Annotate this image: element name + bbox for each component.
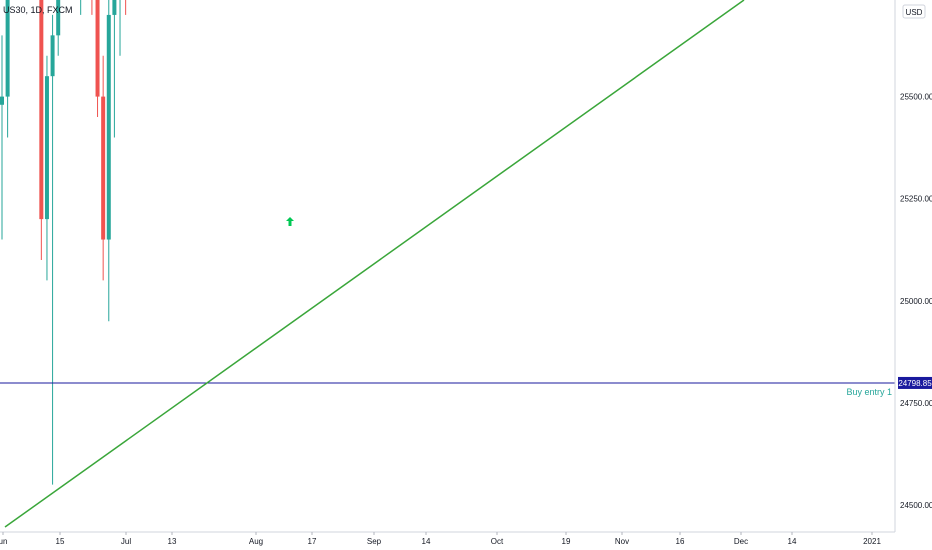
time-tick-label: 14 bbox=[788, 537, 797, 546]
price-tick-label: 25250.00 bbox=[900, 195, 932, 204]
candle bbox=[80, 0, 82, 15]
candle bbox=[106, 0, 111, 322]
time-tick-label: Nov bbox=[615, 537, 629, 546]
candle-body bbox=[56, 0, 61, 36]
time-tick-label: 2021 bbox=[863, 537, 881, 546]
time-tick-label: 16 bbox=[676, 537, 685, 546]
price-tags: 27557.9527392.8415:56:1526396.1524798.85 bbox=[898, 376, 932, 389]
candle bbox=[91, 0, 93, 15]
drawn-lines[interactable] bbox=[0, 0, 895, 528]
candle bbox=[95, 0, 100, 118]
candles bbox=[0, 0, 127, 485]
time-tick-label: 15 bbox=[56, 537, 65, 546]
price-axis-ticks: 24500.00 24750.00 25000.00 25250.00 25500.00… bbox=[900, 93, 932, 510]
candle-body bbox=[95, 0, 100, 97]
candle-body bbox=[5, 0, 10, 97]
time-tick-label: Jul bbox=[121, 537, 131, 546]
candle-body bbox=[0, 96, 4, 105]
time-tick-label: 19 bbox=[562, 537, 571, 546]
time-tick-label: Dec bbox=[734, 537, 748, 546]
buy-entry-price-tag-background bbox=[898, 376, 932, 389]
candle-body bbox=[50, 35, 55, 77]
price-tick-label: 24500.00 bbox=[900, 501, 932, 510]
time-axis-ticks: un 15 Jul 13 Aug 17 Sep 14 Oct 19 Nov 16 Dec 14 2021 bbox=[0, 532, 881, 546]
buy-entry-price-tag: 24798.85 bbox=[898, 376, 932, 389]
candle bbox=[119, 0, 121, 56]
candle bbox=[125, 0, 127, 15]
candle bbox=[0, 35, 4, 240]
candle-body bbox=[106, 14, 111, 240]
time-tick-label: 13 bbox=[168, 537, 177, 546]
buy-entry-annotation: Buy entry 1 bbox=[846, 387, 892, 397]
time-tick-label: Sep bbox=[367, 537, 382, 546]
price-tick-label: 24750.00 bbox=[900, 399, 932, 408]
currency-button[interactable]: USD bbox=[902, 4, 926, 19]
time-tick-label: un bbox=[0, 537, 7, 546]
candle-body bbox=[112, 0, 117, 15]
time-tick-label: 17 bbox=[308, 537, 317, 546]
time-tick-label: Aug bbox=[249, 537, 263, 546]
time-tick-label: 14 bbox=[422, 537, 431, 546]
price-tick-label: 25500.00 bbox=[900, 93, 932, 102]
annotations: Day Head and Shoulders TpBuy entry 1 bbox=[286, 217, 892, 397]
up-arrow-icon bbox=[286, 217, 294, 226]
candle bbox=[50, 14, 55, 485]
candle-body bbox=[44, 76, 49, 220]
currency-button-label[interactable]: USD bbox=[906, 8, 923, 17]
candle bbox=[56, 0, 61, 56]
candle bbox=[112, 0, 117, 138]
candle bbox=[44, 55, 49, 281]
price-axis-background bbox=[895, 0, 932, 532]
price-tick-label: 25000.00 bbox=[900, 297, 932, 306]
candle-body bbox=[101, 96, 106, 240]
trendline[interactable] bbox=[4, 0, 745, 528]
candle bbox=[5, 0, 10, 138]
candle bbox=[101, 55, 106, 281]
candle-body bbox=[39, 0, 44, 220]
time-tick-label: Oct bbox=[491, 537, 504, 546]
symbol-label: US30, 1D, FXCM bbox=[3, 5, 73, 15]
buy-entry-price-tag-text: 24798.85 bbox=[898, 379, 932, 388]
candle bbox=[39, 0, 44, 260]
